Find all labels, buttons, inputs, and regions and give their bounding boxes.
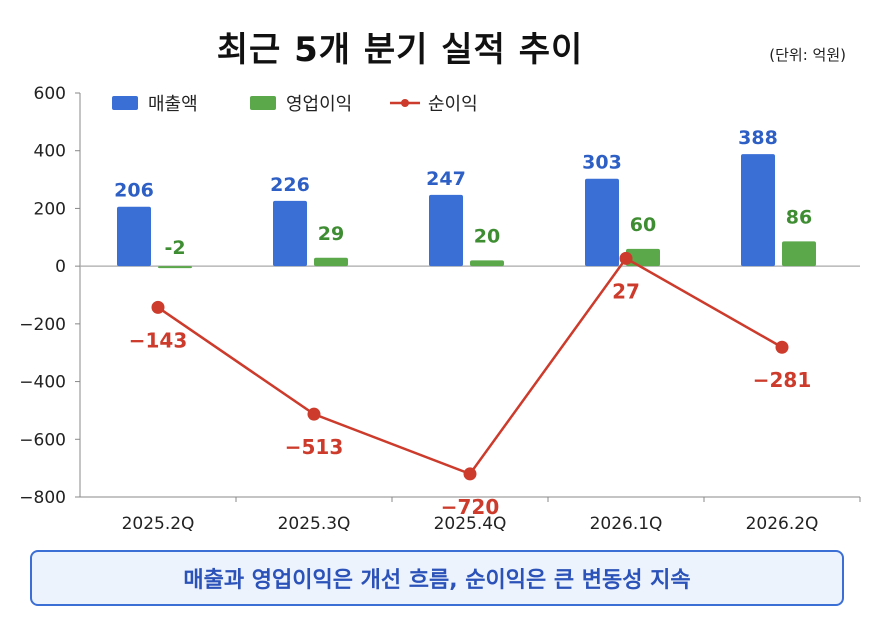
legend-swatch [112, 96, 138, 110]
data-label-operating: 29 [318, 223, 344, 245]
unit-note: (단위: 억원) [769, 46, 846, 64]
data-label-net-income: −281 [753, 368, 812, 392]
point-net-income [775, 340, 789, 354]
bar-revenue [117, 206, 151, 267]
y-tick-label: 400 [34, 142, 66, 162]
data-label-revenue: 388 [738, 127, 778, 149]
data-label-net-income: 27 [612, 279, 640, 303]
data-label-operating: 86 [786, 206, 812, 228]
point-net-income [151, 300, 165, 314]
y-tick-label: −200 [19, 315, 66, 335]
data-label-net-income: −143 [129, 328, 188, 352]
x-tick-label: 2025.4Q [434, 514, 507, 534]
bar-revenue [585, 178, 619, 267]
chart-area: 600 400 200 0 −200 −400 −600 −800 2025.2Q 2025.3Q… [19, 84, 861, 534]
legend-label: 순이익 [428, 94, 478, 115]
data-label-revenue: 303 [582, 152, 622, 174]
point-net-income [307, 407, 321, 421]
summary-box: 매출과 영업이익은 개선 흐름, 순이익은 큰 변동성 지속 [30, 550, 844, 606]
chart-title: 최근 5개 분기 실적 추이 [216, 30, 584, 70]
bar-operating [158, 266, 192, 269]
data-label-operating: 60 [630, 214, 656, 236]
y-tick-label: 0 [55, 257, 66, 277]
legend-label: 영업이익 [286, 94, 352, 115]
data-label-operating: 20 [474, 225, 500, 247]
line-net-income [157, 256, 783, 476]
data-label-revenue: 206 [114, 180, 154, 202]
point-net-income [619, 251, 633, 265]
y-tick-label: −600 [19, 430, 66, 450]
legend-swatch-marker [401, 99, 409, 107]
data-label-operating: -2 [164, 237, 185, 259]
bar-operating [470, 260, 504, 267]
y-tick-label: 600 [34, 84, 66, 104]
bar-revenue [429, 194, 463, 267]
bar-revenue [741, 154, 775, 267]
bar-revenue [273, 200, 307, 267]
point-net-income [463, 467, 477, 481]
y-tick-label: −400 [19, 373, 66, 393]
legend-label: 매출액 [148, 94, 198, 115]
data-label-net-income: −720 [441, 495, 500, 519]
x-tick-label: 2025.2Q [122, 514, 195, 534]
x-tick-label: 2026.2Q [746, 514, 819, 534]
legend-swatch [250, 96, 276, 110]
y-tick-label: 200 [34, 199, 66, 219]
data-label-revenue: 247 [426, 168, 466, 190]
data-label-net-income: −513 [285, 435, 344, 459]
x-tick-label: 2026.1Q [590, 514, 663, 534]
data-label-revenue: 226 [270, 174, 310, 196]
bar-operating [782, 241, 816, 267]
bar-operating [314, 257, 348, 267]
summary-text: 매출과 영업이익은 개선 흐름, 순이익은 큰 변동성 지속 [183, 568, 691, 593]
x-tick-label: 2025.3Q [278, 514, 351, 534]
y-tick-label: −800 [19, 488, 66, 508]
